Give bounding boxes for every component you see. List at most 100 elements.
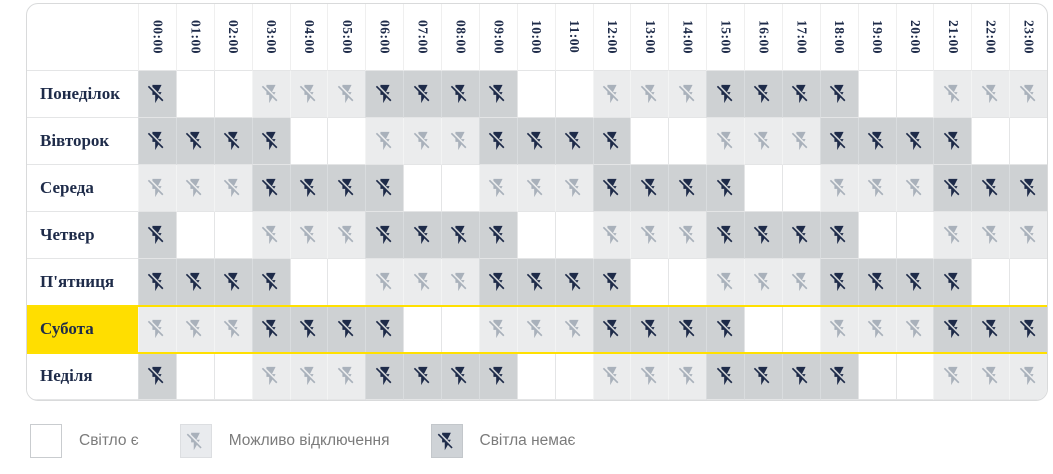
schedule-cell-on — [630, 259, 669, 306]
schedule-cell-on — [327, 118, 366, 165]
schedule-cell-on — [516, 71, 555, 118]
schedule-cell-maybe — [819, 165, 858, 212]
legend-label: Світла немає — [479, 432, 576, 449]
schedule-cell-off — [251, 118, 290, 165]
legend-item-no-light: Світла немає — [430, 424, 576, 458]
schedule-cell-off — [175, 259, 214, 306]
schedule-cell-off — [971, 306, 1010, 353]
legend-label: Світло є — [79, 432, 139, 449]
schedule-cell-on — [744, 306, 782, 353]
schedule-cell-off — [744, 353, 782, 400]
schedule-cell-on — [213, 71, 252, 118]
schedule-cell-off — [933, 118, 972, 165]
schedule-cell-off — [933, 259, 972, 306]
schedule-cell-on — [668, 259, 707, 306]
schedule-cell-maybe — [630, 353, 669, 400]
day-label: П'ятниця — [27, 259, 138, 306]
schedule-cell-maybe — [857, 306, 896, 353]
schedule-cell-maybe — [1009, 212, 1047, 259]
schedule-cell-maybe — [668, 212, 707, 259]
time-header-01-00: 01:00 — [175, 4, 214, 71]
schedule-cell-on — [1009, 259, 1047, 306]
schedule-cell-maybe — [327, 71, 366, 118]
schedule-cell-maybe — [554, 306, 593, 353]
time-header-11-00: 11:00 — [554, 4, 593, 71]
schedule-cell-on — [971, 259, 1010, 306]
legend-label: Можливо відключення — [228, 432, 390, 449]
schedule-cell-off — [327, 306, 366, 353]
schedule-cell-on — [895, 212, 934, 259]
schedule-cell-off — [933, 306, 972, 353]
schedule-cell-on — [895, 71, 934, 118]
schedule-cell-on — [516, 212, 555, 259]
time-header-17-00: 17:00 — [781, 4, 820, 71]
schedule-cell-off — [403, 353, 441, 400]
schedule-cell-off — [478, 259, 517, 306]
schedule-cell-off — [592, 118, 631, 165]
schedule-cell-off — [251, 259, 290, 306]
schedule-cell-on — [289, 259, 328, 306]
schedule-cell-off — [781, 353, 820, 400]
schedule-cell-maybe — [895, 306, 934, 353]
schedule-cell-off — [819, 212, 858, 259]
schedule-cell-on — [1009, 118, 1047, 165]
schedule-cell-maybe — [630, 71, 669, 118]
day-label: Середа — [27, 165, 138, 212]
schedule-cell-on — [289, 118, 328, 165]
time-header-09-00: 09:00 — [478, 4, 517, 71]
schedule-cell-off — [554, 259, 593, 306]
schedule-cell-off — [441, 353, 479, 400]
schedule-cell-off — [819, 353, 858, 400]
schedule-cell-off — [781, 71, 820, 118]
time-header-02-00: 02:00 — [213, 4, 252, 71]
schedule-cell-off — [933, 165, 972, 212]
schedule-cell-maybe — [781, 118, 820, 165]
schedule-cell-on — [857, 212, 896, 259]
schedule-cell-maybe — [668, 353, 707, 400]
schedule-cell-maybe — [933, 71, 972, 118]
schedule-cell-maybe — [251, 212, 290, 259]
schedule-cell-maybe — [857, 165, 896, 212]
schedule-cell-off — [138, 353, 176, 400]
schedule-cell-maybe — [478, 165, 517, 212]
schedule-grid: 00:00 01:00 02:00 03:00 04:00 05:00 06:00 07:00… — [27, 4, 1047, 400]
schedule-cell-off — [1009, 306, 1047, 353]
schedule-cell-maybe — [592, 71, 631, 118]
schedule-cell-off — [138, 71, 176, 118]
schedule-cell-off — [403, 212, 441, 259]
schedule-cell-on — [213, 212, 252, 259]
schedule-cell-off — [630, 306, 669, 353]
schedule-cell-off — [706, 306, 744, 353]
schedule-cell-maybe — [592, 212, 631, 259]
schedule-table: 00:00 01:00 02:00 03:00 04:00 05:00 06:00 07:00… — [26, 3, 1048, 401]
schedule-cell-maybe — [289, 212, 328, 259]
legend-item-possible-outage: Можливо відключення — [179, 424, 390, 458]
time-header-08-00: 08:00 — [441, 4, 479, 71]
schedule-cell-on — [554, 212, 593, 259]
time-header-21-00: 21:00 — [933, 4, 972, 71]
schedule-cell-off — [819, 118, 858, 165]
schedule-cell-off — [441, 71, 479, 118]
schedule-cell-off — [781, 212, 820, 259]
time-header-19-00: 19:00 — [857, 4, 896, 71]
schedule-cell-off — [213, 118, 252, 165]
time-header-16-00: 16:00 — [744, 4, 782, 71]
schedule-cell-maybe — [327, 353, 366, 400]
schedule-cell-maybe — [1009, 71, 1047, 118]
schedule-cell-maybe — [327, 212, 366, 259]
schedule-cell-maybe — [971, 71, 1010, 118]
schedule-cell-maybe — [138, 165, 176, 212]
schedule-cell-on — [441, 306, 479, 353]
schedule-cell-on — [668, 118, 707, 165]
schedule-cell-off — [706, 212, 744, 259]
schedule-cell-off — [138, 118, 176, 165]
schedule-cell-maybe — [289, 353, 328, 400]
schedule-cell-off — [365, 306, 404, 353]
legend-item-light-on: Світло є — [30, 424, 139, 458]
schedule-cell-off — [365, 165, 404, 212]
schedule-cell-off — [857, 259, 896, 306]
schedule-cell-maybe — [781, 259, 820, 306]
saturday-highlight-line-bottom — [27, 352, 1047, 354]
schedule-cell-off — [592, 306, 631, 353]
schedule-cell-off — [630, 165, 669, 212]
